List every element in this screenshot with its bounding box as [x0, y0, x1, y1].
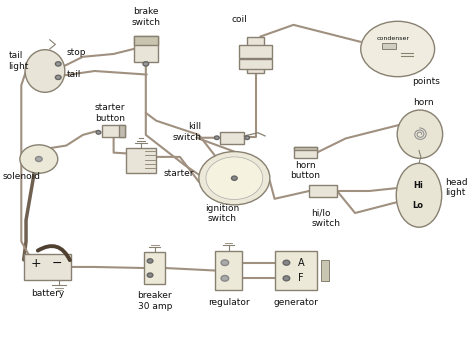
Bar	[144, 252, 165, 284]
Bar	[126, 148, 156, 173]
Text: breaker
30 amp: breaker 30 amp	[137, 291, 172, 311]
Circle shape	[55, 62, 61, 66]
Bar	[382, 43, 396, 49]
Circle shape	[221, 275, 228, 281]
Bar	[24, 254, 71, 280]
Circle shape	[55, 75, 61, 80]
Ellipse shape	[396, 163, 442, 227]
Bar	[215, 251, 242, 290]
Bar	[134, 36, 158, 62]
Bar	[294, 147, 317, 158]
Text: horn: horn	[413, 98, 434, 108]
Text: head
light: head light	[445, 178, 468, 197]
Bar	[274, 251, 317, 290]
Circle shape	[199, 152, 270, 205]
Circle shape	[245, 136, 249, 140]
Circle shape	[143, 62, 149, 66]
Text: generator: generator	[273, 298, 319, 307]
Circle shape	[147, 259, 153, 263]
Circle shape	[206, 157, 263, 200]
Text: B: B	[220, 172, 228, 182]
Text: horn
button: horn button	[291, 161, 320, 180]
Text: I: I	[234, 160, 237, 170]
Bar	[309, 185, 337, 197]
Text: Hi: Hi	[413, 181, 423, 190]
Circle shape	[221, 260, 228, 266]
Text: battery: battery	[31, 289, 64, 299]
Text: ignition
switch: ignition switch	[205, 204, 240, 223]
Text: A: A	[298, 258, 305, 268]
Circle shape	[20, 145, 58, 173]
Text: −: −	[52, 257, 62, 270]
Circle shape	[36, 157, 42, 162]
Text: brake
switch: brake switch	[131, 7, 160, 27]
Circle shape	[361, 21, 435, 77]
Ellipse shape	[25, 50, 65, 92]
Bar	[119, 125, 126, 137]
Text: starter
button: starter button	[95, 103, 125, 122]
Bar	[134, 36, 158, 45]
Bar	[102, 125, 126, 137]
Text: F: F	[298, 273, 304, 283]
Bar	[247, 37, 264, 73]
Text: points: points	[412, 77, 440, 86]
Circle shape	[96, 131, 101, 134]
Bar	[239, 45, 272, 58]
Circle shape	[283, 276, 290, 281]
Bar	[239, 59, 272, 69]
Text: regulator: regulator	[208, 298, 249, 307]
Text: hi/lo
switch: hi/lo switch	[311, 209, 340, 228]
Circle shape	[147, 273, 153, 277]
Text: L: L	[232, 187, 238, 197]
Circle shape	[231, 176, 237, 180]
Text: Lo: Lo	[412, 201, 424, 211]
Bar	[294, 147, 317, 150]
Text: kill
switch: kill switch	[172, 122, 201, 142]
Ellipse shape	[397, 110, 443, 158]
Text: condenser: condenser	[376, 36, 410, 41]
Text: solenoid: solenoid	[2, 172, 40, 181]
Text: tail: tail	[66, 70, 81, 79]
Bar	[321, 260, 329, 281]
Text: stop: stop	[66, 48, 86, 57]
Text: tail
light: tail light	[9, 51, 29, 71]
Text: coil: coil	[232, 15, 248, 24]
Text: +: +	[30, 257, 41, 270]
Text: starter: starter	[164, 169, 194, 179]
Circle shape	[283, 260, 290, 265]
Bar	[219, 132, 244, 144]
Circle shape	[214, 136, 219, 140]
